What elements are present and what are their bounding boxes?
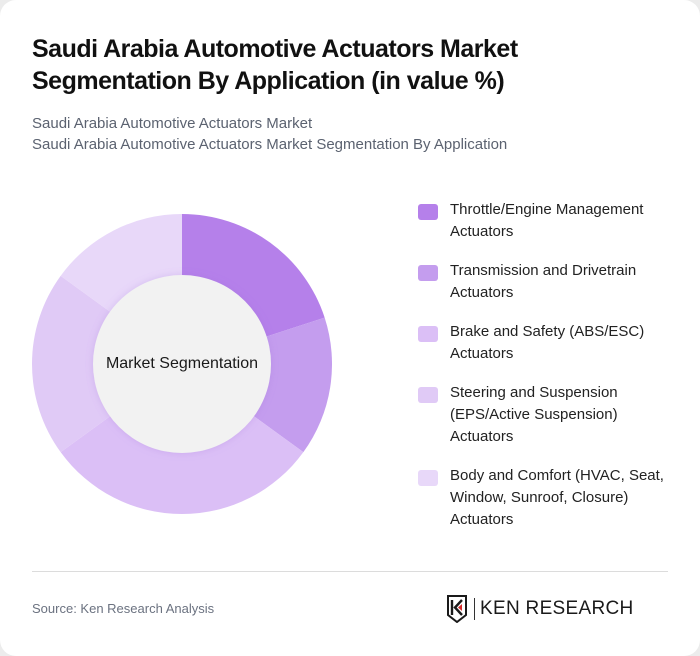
legend-item: Body and Comfort (HVAC, Seat, Window, Su… [418,465,688,531]
ken-research-logo-icon [447,595,467,623]
legend-label: Throttle/Engine Management Actuators [450,201,644,240]
legend-item: Steering and Suspension (EPS/Active Susp… [418,382,688,448]
subtitle-line-1: Saudi Arabia Automotive Actuators Market [32,115,313,132]
chart-title: Saudi Arabia Automotive Actuators Market… [32,35,518,95]
donut-chart [32,214,332,514]
legend-item: Transmission and Drivetrain Actuators [418,260,688,304]
chart-legend: Throttle/Engine Management Actuators Tra… [418,199,688,548]
legend-item: Throttle/Engine Management Actuators [418,199,688,243]
ken-research-logo: KEN RESEARCH [446,594,634,624]
legend-label: Steering and Suspension (EPS/Active Susp… [450,384,618,445]
footer-divider [32,571,668,572]
donut-hole [93,275,271,453]
legend-swatch [418,470,438,486]
logo-separator [474,598,475,620]
subtitle-line-2: Saudi Arabia Automotive Actuators Market… [32,136,508,153]
chart-subtitle: Saudi Arabia Automotive Actuators Market… [32,113,652,155]
legend-swatch [418,326,438,342]
legend-swatch [418,265,438,281]
legend-item: Brake and Safety (ABS/ESC) Actuators [418,321,688,365]
logo-text: KEN RESEARCH [480,598,634,619]
legend-swatch [418,387,438,403]
source-note: Source: Ken Research Analysis [32,601,215,616]
legend-swatch [418,204,438,220]
legend-label: Brake and Safety (ABS/ESC) Actuators [450,323,645,362]
legend-label: Transmission and Drivetrain Actuators [450,262,637,301]
legend-label: Body and Comfort (HVAC, Seat, Window, Su… [450,467,664,528]
